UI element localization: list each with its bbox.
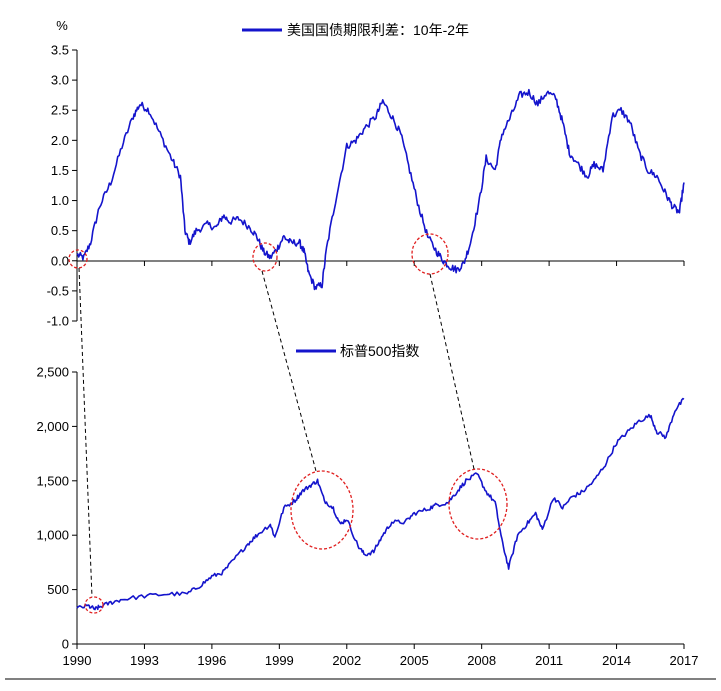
bottom-x-tick-label: 1996 [197,653,226,668]
bottom-x-tick-label: 2011 [535,653,563,668]
highlight-circle-bottom-2007 [448,468,508,540]
bottom-x-axis: 1990 1993 1996 1999 2002 2005 2008 2011 2014 2017 [63,643,699,668]
bottom-y-tick-label: 500 [47,582,69,597]
highlight-circle-top-2006 [411,233,449,275]
bottom-y-tick-label: 2,500 [36,365,69,380]
top-y-tick-label: -1.0 [47,314,69,329]
top-y-tick-label: -0.5 [47,283,69,298]
highlight-circle-bottom-1990 [84,596,104,614]
bottom-y-tick-label: 1,000 [36,528,69,543]
bottom-series [76,397,685,611]
bottom-x-tick-label: 2005 [400,653,429,668]
bottom-x-tick-label: 1990 [63,653,92,668]
highlight-circle-bottom-2000 [290,470,354,550]
top-y-tick-label: 2.5 [51,103,69,118]
highlight-circle-top-1998 [252,242,278,272]
bottom-x-tick-label: 2014 [602,653,631,668]
bottom-y-tick-label: 1,500 [36,473,69,488]
highlight-circle-top-1990 [68,249,88,269]
bottom-x-tick-label: 1999 [265,653,294,668]
connector-2006 [429,273,475,470]
connector-1990 [78,267,93,598]
term-spread-line [76,88,685,291]
top-y-tick-label: 3.5 [51,43,69,58]
connector-1998 [261,270,317,472]
bottom-legend-label: 标普500指数 [340,343,419,359]
annotations [68,233,508,614]
sp500-line [76,397,685,611]
bottom-x-tick-label: 2002 [332,653,361,668]
top-y-tick-label: 0.0 [51,253,69,268]
bottom-y-tick-label: 0 [62,637,69,652]
bottom-x-tick-label: 2008 [467,653,496,668]
top-y-tick-label: 3.0 [51,73,69,88]
top-legend-label: 美国国债期限利差：10年-2年 [287,22,469,38]
top-y-tick-label: 1.5 [51,163,69,178]
bottom-x-tick-label: 1993 [130,653,159,668]
bottom-y-axis: 2,500 2,000 1,500 1,000 500 0 [36,365,78,652]
top-y-tick-label: 2.0 [51,133,69,148]
top-y-axis: 3.5 3.0 2.5 2.0 1.5 1.0 0.5 0.0 -0.5 -1.0 [47,43,685,329]
top-y-tick-label: 0.5 [51,223,69,238]
bottom-x-tick-label: 2017 [670,653,699,668]
top-unit-label: % [56,18,68,33]
top-series [76,88,685,291]
top-panel-term-spread: % 美国国债期限利差：10年-2年 3.5 3.0 2.5 2.0 1.5 1.0 0.5 0… [47,18,685,329]
bottom-y-tick-label: 2,000 [36,419,69,434]
top-y-tick-label: 1.0 [51,193,69,208]
